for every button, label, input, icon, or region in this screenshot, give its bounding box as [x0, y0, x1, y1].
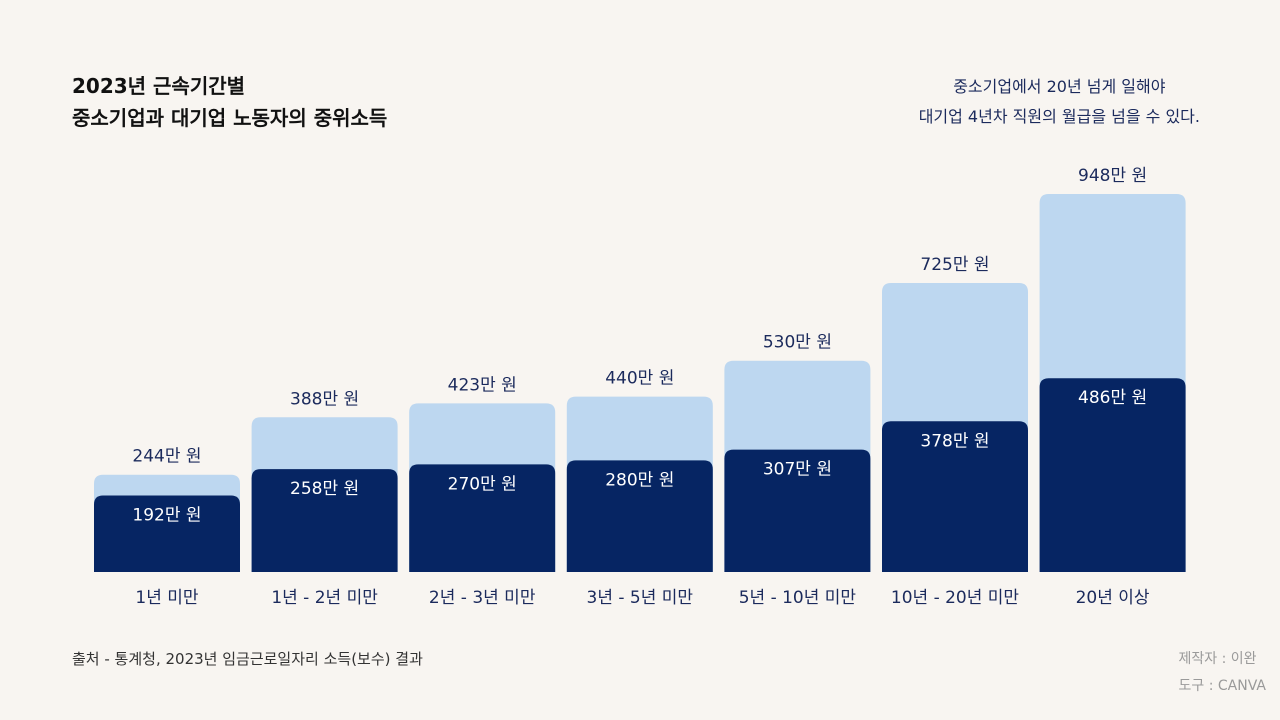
chart-title-line1: 2023년 근속기간별: [72, 74, 246, 98]
data-label-large-firm: 725만 원: [920, 255, 989, 275]
data-label-large-firm: 388만 원: [290, 389, 359, 409]
data-label-large-firm: 423만 원: [448, 375, 517, 395]
x-tick-label: 20년 이상: [1076, 588, 1150, 608]
data-label-small-firm: 258만 원: [290, 479, 359, 499]
annotation-line2: 대기업 4년차 직원의 월급을 넘을 수 있다.: [918, 107, 1200, 126]
x-tick-label: 10년 - 20년 미만: [891, 588, 1020, 608]
data-label-small-firm: 486만 원: [1078, 388, 1147, 408]
chart-title: 2023년 근속기간별 중소기업과 대기업 노동자의 중위소득: [72, 70, 387, 134]
credits: 제작자 : 이완 도구 : CANVA: [1179, 646, 1266, 700]
source-note: 출처 - 통계청, 2023년 임금근로일자리 소득(보수) 결과: [72, 650, 423, 668]
bar-chart: 244만 원 192만 원 1년 미만 388만 원 258만 원 1년 - 2년 미만 4…: [94, 166, 1186, 608]
bar-small-firm: [251, 469, 398, 572]
credit-tool: 도구 : CANVA: [1178, 678, 1266, 694]
data-label-small-firm: 378만 원: [920, 431, 989, 451]
credit-maker: 제작자 : 이완: [1178, 651, 1257, 667]
annotation-note: 중소기업에서 20년 넘게 일해야 대기업 4년차 직원의 월급을 넘을 수 있…: [919, 72, 1200, 132]
bar-small-firm: [724, 449, 871, 572]
bar-small-firm: [882, 421, 1028, 572]
x-tick-label: 1년 - 2년 미만: [271, 588, 378, 608]
data-label-large-firm: 440만 원: [605, 369, 674, 389]
data-label-large-firm: 530만 원: [763, 333, 832, 353]
data-label-small-firm: 270만 원: [448, 474, 517, 494]
x-tick-label: 1년 미만: [135, 588, 198, 608]
annotation-line1: 중소기업에서 20년 넘게 일해야: [953, 77, 1166, 96]
bar-small-firm: [409, 464, 556, 572]
x-tick-label: 3년 - 5년 미만: [587, 588, 694, 608]
chart-title-line2: 중소기업과 대기업 노동자의 중위소득: [72, 106, 388, 130]
bar-small-firm: [566, 460, 713, 572]
data-label-small-firm: 192만 원: [132, 505, 201, 525]
data-label-large-firm: 948만 원: [1078, 166, 1147, 186]
x-tick-label: 2년 - 3년 미만: [429, 588, 536, 608]
bar-small-firm: [1039, 378, 1186, 572]
data-label-small-firm: 307만 원: [763, 460, 832, 480]
x-tick-label: 5년 - 10년 미만: [739, 588, 857, 608]
data-label-large-firm: 244만 원: [132, 447, 201, 467]
data-label-small-firm: 280만 원: [605, 470, 674, 490]
bar-small-firm: [94, 495, 240, 572]
